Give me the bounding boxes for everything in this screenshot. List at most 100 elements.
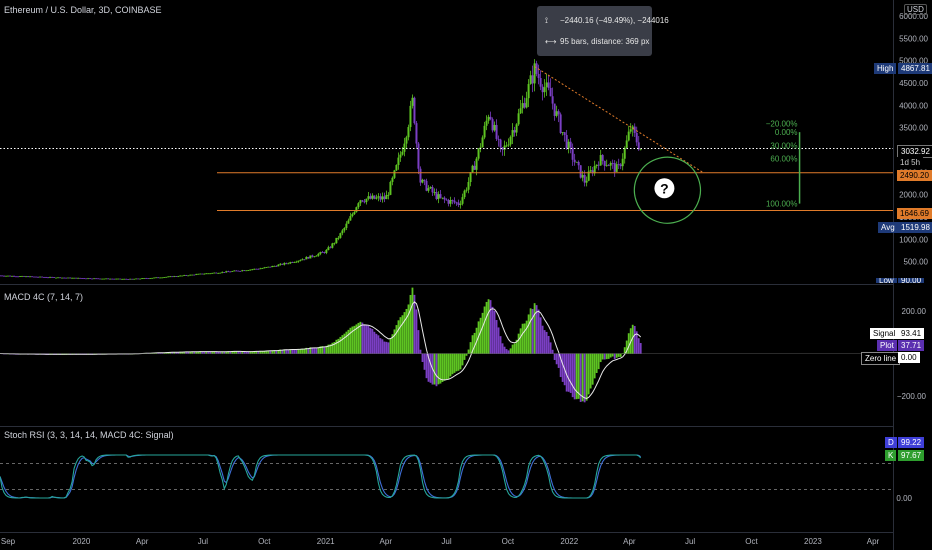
candle-body xyxy=(87,278,90,280)
macd-histogram-bar xyxy=(453,353,456,373)
macd-histogram-bar xyxy=(615,353,618,358)
macd-histogram-bar xyxy=(501,343,504,354)
macd-histogram-bar xyxy=(439,353,442,384)
candle-body xyxy=(597,164,600,166)
macd-histogram-bar xyxy=(215,351,218,354)
candle-body xyxy=(479,147,482,149)
candle-body xyxy=(381,196,384,200)
macd-histogram-bar xyxy=(481,312,484,354)
candle-body xyxy=(155,277,158,279)
candle-body xyxy=(223,271,226,273)
candle-body xyxy=(413,97,416,124)
candle-body xyxy=(521,103,524,109)
macd-histogram-bar xyxy=(325,345,328,354)
macd-histogram-bar xyxy=(433,353,436,385)
macd-histogram-bar xyxy=(369,327,372,354)
macd-histogram-bar xyxy=(583,353,586,403)
measure-tooltip: ⟟ −2440.16 (−49.49%), −244016 ⟷ 95 bars,… xyxy=(537,6,669,56)
candle-body xyxy=(51,276,54,278)
candle-body xyxy=(201,273,204,275)
macd-histogram-bar xyxy=(467,349,470,354)
macd-histogram-bar xyxy=(321,346,324,354)
candle-body xyxy=(637,142,640,150)
macd-histogram-bar xyxy=(203,351,206,354)
candle-body xyxy=(519,108,522,114)
candle-body xyxy=(181,275,184,277)
candle-body xyxy=(527,84,530,99)
macd-histogram-bar xyxy=(337,338,340,354)
candle-body xyxy=(303,259,306,261)
candle-body xyxy=(625,140,628,148)
candle-body xyxy=(207,273,210,275)
macd-histogram-bar xyxy=(473,332,476,354)
price-tick-label: 5000.00 xyxy=(899,57,928,66)
candle-body xyxy=(447,200,450,204)
macd-histogram-bar xyxy=(543,330,546,354)
candle-body xyxy=(259,268,262,270)
candle-body xyxy=(449,200,452,204)
currency-button[interactable]: USD xyxy=(904,4,927,15)
candle-body xyxy=(217,273,220,274)
price-tick-label: 4000.00 xyxy=(899,101,928,110)
candle-body xyxy=(313,256,316,258)
candle-body xyxy=(509,136,512,145)
macd-histogram-bar xyxy=(269,350,272,354)
time-tick-label: Sep xyxy=(1,537,16,546)
candle-body xyxy=(499,139,502,148)
candle-body xyxy=(389,181,392,195)
candle-body xyxy=(39,276,42,278)
macd-histogram-bar xyxy=(509,348,512,354)
time-tick-label: Apr xyxy=(380,537,393,546)
macd-zero-value: 0.00 xyxy=(898,352,920,363)
question-mark-text: ? xyxy=(660,181,669,197)
candle-body xyxy=(233,270,236,272)
macd-histogram-bar xyxy=(245,351,248,354)
macd-histogram-bar xyxy=(489,300,492,354)
candle-body xyxy=(129,278,132,280)
stoch-d-value: 99.22 xyxy=(898,437,925,448)
candle-body xyxy=(459,203,462,205)
macd-histogram-bar xyxy=(315,347,318,354)
candle-body xyxy=(299,260,302,262)
macd-histogram-bar xyxy=(601,353,604,360)
candle-body xyxy=(353,212,356,215)
candle-body xyxy=(591,170,594,174)
candle-body xyxy=(7,275,10,277)
candle-body xyxy=(573,159,576,163)
candle-body xyxy=(375,197,378,199)
candle-body xyxy=(489,116,492,120)
macd-histogram-bar xyxy=(531,309,534,354)
macd-histogram-bar xyxy=(235,351,238,354)
macd-histogram-bar xyxy=(421,353,424,362)
candle-body xyxy=(623,147,626,159)
macd-histogram-bar xyxy=(527,314,530,354)
candle-body xyxy=(199,273,202,275)
candle-body xyxy=(61,277,64,279)
macd-histogram-bar xyxy=(573,353,576,400)
macd-histogram-bar xyxy=(249,351,252,354)
candle-body xyxy=(473,165,476,170)
macd-histogram-bar xyxy=(365,325,368,354)
price-tick-label: 6000.00 xyxy=(899,12,928,21)
macd-histogram-bar xyxy=(357,322,360,354)
macd-histogram-bar xyxy=(411,287,414,354)
candle-body xyxy=(275,265,278,267)
candle-body xyxy=(195,274,198,275)
macd-histogram-bar xyxy=(507,350,510,354)
candle-body xyxy=(165,276,168,278)
level-lower-tag: 1646.69 xyxy=(897,208,932,219)
candle-body xyxy=(331,243,334,248)
candle-body xyxy=(347,220,350,224)
candle-body xyxy=(349,216,352,221)
price-tick-label: 500.00 xyxy=(904,258,929,267)
macd-histogram-bar xyxy=(619,353,622,357)
macd-histogram-bar xyxy=(373,331,376,354)
macd-histogram-bar xyxy=(303,348,306,354)
candle-body xyxy=(29,276,32,278)
macd-histogram-bar xyxy=(399,317,402,354)
candle-body xyxy=(307,257,310,259)
candle-body xyxy=(301,259,304,261)
macd-histogram-bar xyxy=(547,335,550,354)
